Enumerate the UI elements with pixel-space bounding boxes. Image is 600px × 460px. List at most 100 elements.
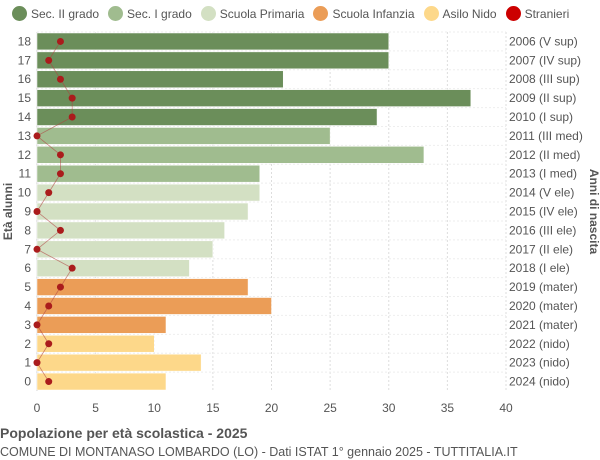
- legend-label: Scuola Primaria: [219, 6, 305, 21]
- stranieri-point-11: [56, 170, 64, 178]
- bar-age-12: [36, 146, 425, 164]
- y-tick-label: 6: [24, 261, 31, 275]
- legend-item: Sec. II grado: [12, 6, 99, 21]
- chart-title: Popolazione per età scolastica - 2025: [0, 425, 248, 441]
- birth-year-label: 2011 (III med): [509, 129, 583, 143]
- legend-item: Scuola Primaria: [200, 6, 305, 21]
- y-tick-label: 8: [24, 223, 31, 237]
- bar-age-3: [36, 316, 167, 334]
- y-tick-label: 15: [18, 91, 32, 105]
- stranieri-point-2: [45, 340, 53, 348]
- right-axis-label: Anni di nascita: [587, 169, 600, 255]
- legend-swatch: [200, 6, 216, 21]
- birth-year-label: 2013 (I med): [509, 167, 577, 181]
- birth-year-label: 2016 (III ele): [509, 223, 576, 237]
- birth-year-label: 2020 (mater): [509, 299, 578, 313]
- x-tick-label: 30: [382, 401, 396, 415]
- bar-age-8: [36, 221, 225, 240]
- stranieri-point-10: [45, 189, 53, 197]
- y-tick-label: 5: [24, 280, 31, 294]
- bar-age-7: [36, 240, 214, 258]
- legend-item: Sec. I grado: [108, 6, 192, 21]
- stranieri-point-14: [68, 113, 76, 121]
- stranieri-point-1: [33, 359, 41, 367]
- stranieri-point-9: [33, 208, 41, 215]
- stranieri-point-16: [56, 75, 64, 83]
- bar-age-11: [36, 165, 261, 183]
- y-tick-label: 12: [18, 148, 32, 162]
- stranieri-point-6: [68, 264, 76, 272]
- birth-year-label: 2015 (IV ele): [509, 205, 578, 219]
- x-tick-label: 0: [34, 401, 41, 415]
- stranieri-point-5: [56, 283, 64, 291]
- birth-year-label: 2007 (IV sup): [509, 53, 581, 67]
- legend-item: Stranieri: [505, 6, 570, 21]
- legend-item: Asilo Nido: [423, 6, 497, 21]
- bar-age-4: [36, 297, 272, 315]
- legend-label: Stranieri: [524, 6, 570, 21]
- bar-age-13: [36, 127, 331, 145]
- legend-item: Scuola Infanzia: [313, 6, 415, 21]
- y-tick-label: 4: [24, 299, 31, 313]
- bar-age-2: [36, 335, 155, 353]
- birth-year-label: 2017 (II ele): [509, 242, 573, 256]
- y-tick-label: 13: [18, 129, 32, 143]
- y-tick-label: 9: [24, 205, 31, 219]
- legend-swatch: [313, 6, 329, 21]
- legend-swatch: [12, 6, 27, 21]
- stranieri-point-3: [33, 321, 41, 329]
- chart-subtitle: COMUNE DI MONTANASO LOMBARDO (LO) - Dati…: [0, 445, 518, 459]
- y-tick-label: 1: [24, 356, 31, 370]
- birth-year-label: 2019 (mater): [509, 280, 578, 294]
- stranieri-point-17: [45, 56, 53, 64]
- x-tick-label: 5: [92, 401, 99, 415]
- y-tick-label: 14: [18, 110, 32, 124]
- birth-year-label: 2008 (III sup): [509, 72, 580, 86]
- legend-label: Scuola Infanzia: [332, 6, 415, 21]
- stranieri-point-8: [56, 226, 64, 234]
- x-tick-label: 10: [148, 401, 162, 415]
- y-tick-label: 10: [18, 186, 32, 200]
- y-tick-label: 0: [24, 375, 31, 389]
- y-tick-label: 16: [18, 72, 32, 86]
- y-tick-label: 11: [19, 167, 32, 181]
- legend-label: Sec. II grado: [31, 6, 100, 21]
- stranieri-point-13: [33, 132, 41, 140]
- legend-label: Asilo Nido: [442, 6, 497, 21]
- y-tick-label: 3: [24, 318, 31, 332]
- x-tick-label: 15: [206, 401, 220, 415]
- bar-age-16: [36, 70, 284, 88]
- birth-year-label: 2024 (nido): [509, 375, 570, 389]
- birth-year-label: 2023 (nido): [509, 356, 570, 370]
- chart-plot: 0 5 10 15 20 25 30 35 400 2024 (nido)1 2023 (nido)…: [1, 31, 600, 415]
- bar-age-6: [36, 259, 190, 277]
- birth-year-label: 2014 (V ele): [509, 186, 574, 200]
- birth-year-label: 2006 (V sup): [509, 34, 578, 48]
- bar-age-15: [36, 89, 472, 107]
- y-axis-label: Età alunni: [1, 183, 15, 240]
- x-tick-label: 40: [499, 401, 513, 415]
- bar-age-10: [36, 183, 261, 202]
- bar-age-0: [36, 372, 167, 391]
- stranieri-point-12: [56, 151, 64, 159]
- y-tick-label: 18: [18, 34, 32, 48]
- birth-year-label: 2022 (nido): [509, 337, 570, 351]
- stranieri-point-7: [33, 245, 41, 253]
- legend-label: Sec. I grado: [127, 6, 192, 21]
- legend: Sec. II grado Sec. I grado Scuola Primaria…: [12, 6, 578, 21]
- x-tick-label: 35: [441, 401, 455, 415]
- x-tick-label: 25: [323, 401, 337, 415]
- y-tick-label: 7: [24, 242, 31, 256]
- birth-year-label: 2021 (mater): [509, 318, 578, 332]
- stranieri-point-18: [56, 37, 64, 45]
- y-tick-label: 17: [18, 53, 32, 67]
- bar-age-9: [36, 202, 249, 221]
- bar-age-1: [36, 353, 202, 372]
- birth-year-label: 2010 (I sup): [509, 110, 573, 124]
- bar-age-14: [36, 108, 378, 126]
- x-tick-label: 20: [265, 401, 279, 415]
- stranieri-point-0: [45, 378, 53, 386]
- legend-swatch: [423, 6, 439, 21]
- birth-year-label: 2009 (II sup): [509, 91, 576, 105]
